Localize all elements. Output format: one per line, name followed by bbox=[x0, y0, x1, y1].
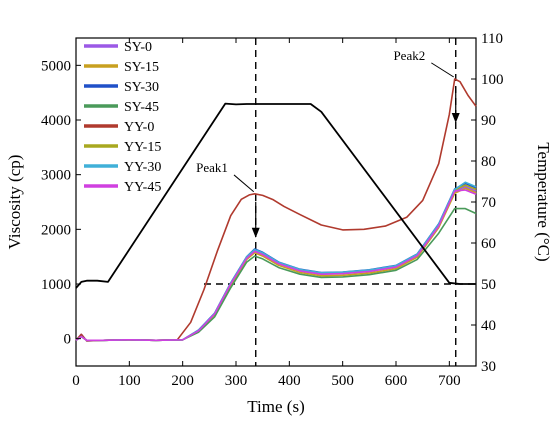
y2-tick-label: 60 bbox=[481, 236, 496, 252]
y2-tick-label: 40 bbox=[481, 318, 496, 334]
x-tick-label: 100 bbox=[118, 373, 141, 389]
legend-label: YY-15 bbox=[124, 140, 161, 155]
x-axis-title: Time (s) bbox=[247, 397, 304, 416]
annotation-leader bbox=[431, 62, 455, 78]
annotation-arrow-head bbox=[251, 227, 260, 238]
series-line-temperature-8 bbox=[75, 102, 476, 289]
legend-label: SY-0 bbox=[124, 40, 152, 55]
annotation-layer: Peak1 Peak2 bbox=[196, 48, 460, 238]
y2-tick-label: 70 bbox=[481, 195, 496, 211]
annotation-leader bbox=[233, 174, 255, 193]
y2-axis-title: Temperature (°C) bbox=[534, 142, 550, 261]
series-layer bbox=[75, 78, 477, 342]
y2-tick-label: 100 bbox=[481, 72, 504, 88]
legend-label: SY-15 bbox=[124, 60, 159, 75]
axes-layer: 0 100 200 300 400 500 600 700 0 1000 2000 3000 4000 5… bbox=[41, 31, 504, 389]
y-tick-label: 1000 bbox=[41, 277, 71, 293]
legend-label: YY-0 bbox=[124, 120, 154, 135]
legend-label: YY-30 bbox=[124, 160, 161, 175]
x-tick-label: 600 bbox=[385, 373, 408, 389]
legend: SY-0 SY-15 SY-30 SY-45 YY-0 YY-15 YY-30 YY-45 bbox=[84, 40, 161, 195]
y2-tick-label: 90 bbox=[481, 113, 496, 129]
y2-tick-label: 110 bbox=[481, 31, 503, 47]
x-tick-label: 500 bbox=[331, 373, 354, 389]
annotation-label: Peak1 bbox=[196, 160, 228, 175]
legend-label: SY-45 bbox=[124, 100, 159, 115]
y2-tick-label: 50 bbox=[481, 277, 496, 293]
x-tick-label: 400 bbox=[278, 373, 301, 389]
y-tick-label: 3000 bbox=[41, 168, 71, 184]
y2-tick-label: 80 bbox=[481, 154, 496, 170]
legend-label: YY-45 bbox=[124, 180, 161, 195]
x-tick-label: 700 bbox=[438, 373, 461, 389]
legend-label: SY-30 bbox=[124, 80, 159, 95]
series-line-yy-45 bbox=[75, 189, 477, 342]
x-tick-label: 300 bbox=[225, 373, 248, 389]
x-tick-label: 200 bbox=[171, 373, 194, 389]
y-tick-label: 0 bbox=[64, 332, 72, 348]
y-tick-label: 5000 bbox=[41, 58, 71, 74]
y-tick-label: 2000 bbox=[41, 222, 71, 238]
y2-tick-label: 30 bbox=[481, 359, 496, 375]
y-tick-label: 4000 bbox=[41, 113, 71, 129]
y-axis-title: Viscosity (cp) bbox=[5, 155, 24, 250]
x-tick-label: 0 bbox=[72, 373, 80, 389]
annotation-arrow-head bbox=[451, 113, 460, 123]
annotation-label: Peak2 bbox=[393, 48, 425, 63]
